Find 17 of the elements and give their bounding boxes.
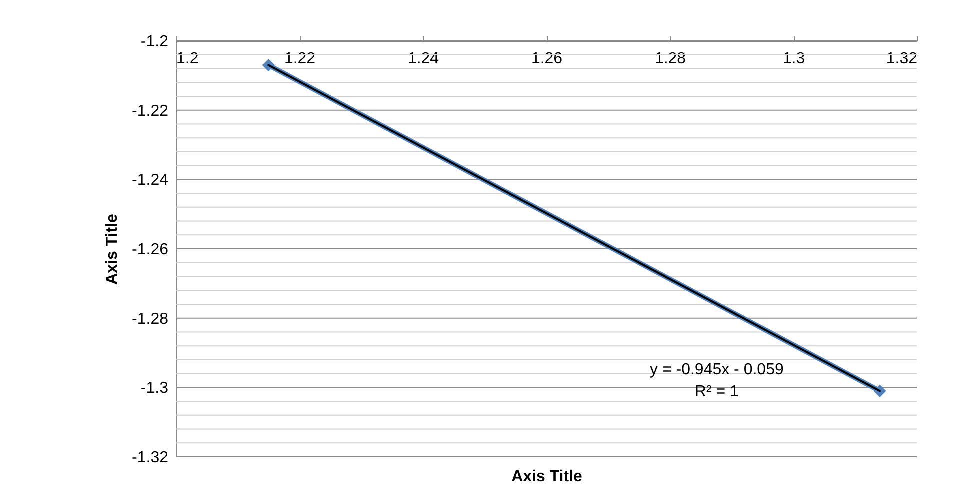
x-tick-label: 1.22 [284, 50, 316, 68]
y-tick-label: -1.2 [140, 34, 169, 50]
x-tick-label: 1.28 [654, 50, 686, 68]
y-tick-label: -1.32 [132, 450, 169, 466]
annotation: y = -0.945x - 0.059 [650, 362, 784, 379]
y-tick-label: -1.28 [132, 310, 169, 328]
x-tick-label: 1.32 [886, 50, 918, 68]
x-tick-label: 1.24 [408, 50, 440, 68]
x-tick-label: 1.3 [782, 50, 806, 68]
y-tick-label: -1.24 [132, 172, 169, 190]
x-tick-label: 1.26 [531, 50, 563, 68]
x-axis-title: Axis Title [512, 468, 583, 486]
y-tick-label: -1.22 [132, 102, 169, 120]
y-tick-label: -1.3 [140, 380, 169, 398]
y-tick-label: -1.26 [132, 242, 169, 258]
annotation: R² = 1 [694, 384, 740, 401]
y-axis-title: Axis Title [104, 214, 122, 285]
